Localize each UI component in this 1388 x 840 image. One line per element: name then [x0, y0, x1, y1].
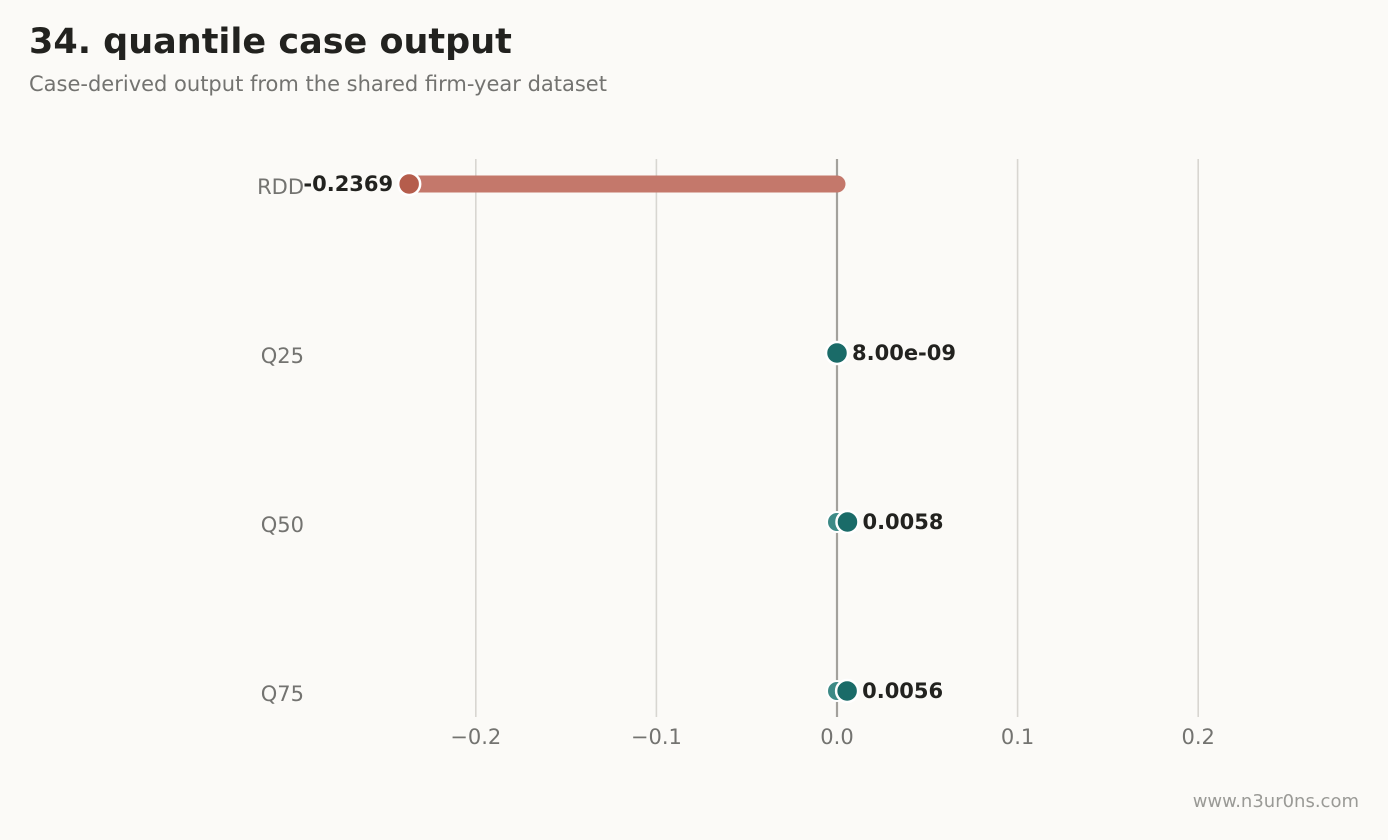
data-marks [396, 171, 860, 704]
x-axis-ticks: −0.2 −0.1 0.0 0.1 0.2 [450, 725, 1215, 749]
watermark: www.n3ur0ns.com [1192, 791, 1359, 812]
x-tick-label: 0.1 [1001, 725, 1034, 749]
y-axis-categories: RDD Q25 Q50 Q75 [257, 175, 304, 706]
data-labels: -0.2369 8.00e-09 0.0058 0.0056 [303, 172, 956, 703]
x-tick-label: −0.1 [631, 725, 682, 749]
end-point [824, 340, 850, 366]
x-tick-label: −0.2 [450, 725, 501, 749]
category-label: Q25 [261, 344, 304, 368]
category-label: Q50 [261, 513, 304, 537]
data-label: -0.2369 [303, 172, 393, 196]
x-tick-label: 0.2 [1181, 725, 1214, 749]
category-label: Q75 [261, 682, 304, 706]
end-point [834, 678, 860, 704]
chart-subtitle: Case-derived output from the shared firm… [29, 72, 607, 96]
x-tick-label: 0.0 [820, 725, 853, 749]
data-label: 8.00e-09 [852, 341, 956, 365]
end-point [835, 509, 860, 535]
end-point [396, 171, 422, 197]
chart-title: 34. quantile case output [29, 22, 512, 62]
data-label: 0.0058 [862, 510, 943, 534]
grid-lines [474, 159, 1199, 717]
category-label: RDD [257, 175, 304, 199]
data-label: 0.0056 [862, 679, 943, 703]
